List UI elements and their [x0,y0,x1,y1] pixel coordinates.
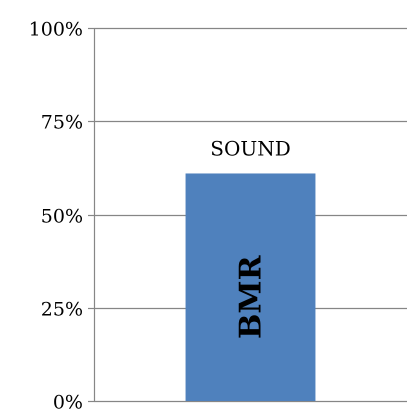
y-tick-label: 75% [41,112,83,134]
y-tick-label: 50% [41,206,83,228]
y-tick-label: 100% [29,19,83,41]
y-tick-labels: 0% 25% 50% 75% 100% [29,19,83,410]
y-tick-label: 25% [41,299,83,321]
bar-inner-label: BMR [234,254,269,339]
bars [185,173,316,401]
axes [88,27,407,403]
data-labels: SOUND BMR [210,136,291,339]
bar-data-label: SOUND [210,136,291,160]
y-tick-label: 0% [53,392,83,410]
bar [185,173,316,401]
